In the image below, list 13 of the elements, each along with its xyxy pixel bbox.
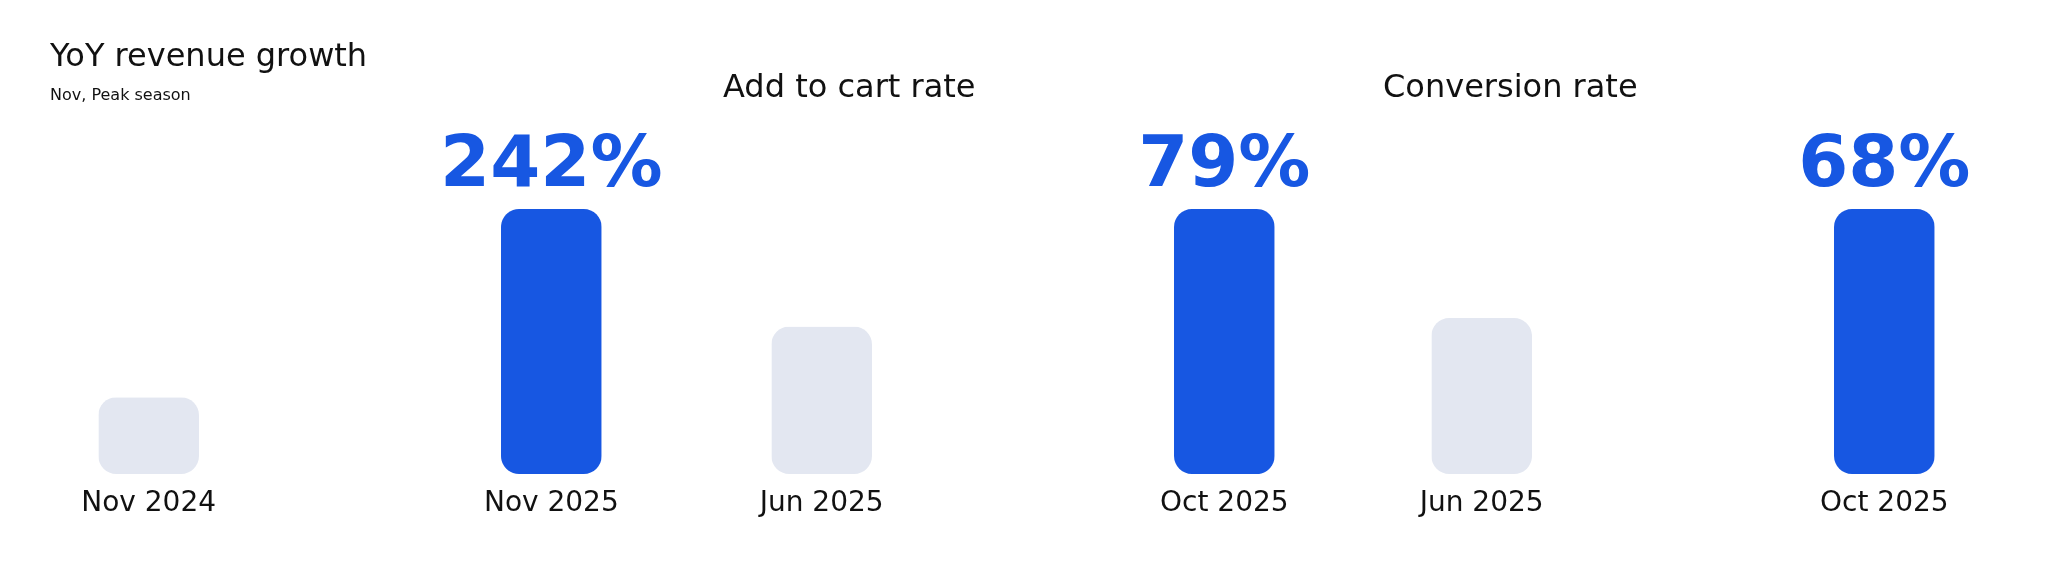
x-tick-label: Nov 2025: [483, 484, 619, 518]
x-tick-label: Oct 2025: [1160, 484, 1289, 518]
x-tick-label: Oct 2025: [1820, 484, 1949, 518]
data-label: 79%: [1138, 119, 1311, 203]
chart-subtitle: Nov, Peak season: [50, 85, 191, 104]
x-tick-label: Jun 2025: [1417, 484, 1544, 518]
chart-title: Add to cart rate: [723, 67, 976, 105]
data-label: 68%: [1798, 119, 1971, 203]
x-tick-label: Nov 2024: [81, 484, 217, 518]
chart-title: Conversion rate: [1383, 67, 1638, 105]
data-label: 242%: [440, 119, 663, 203]
x-tick-label: Jun 2025: [757, 484, 884, 518]
chart-title: YoY revenue growth: [49, 36, 368, 74]
